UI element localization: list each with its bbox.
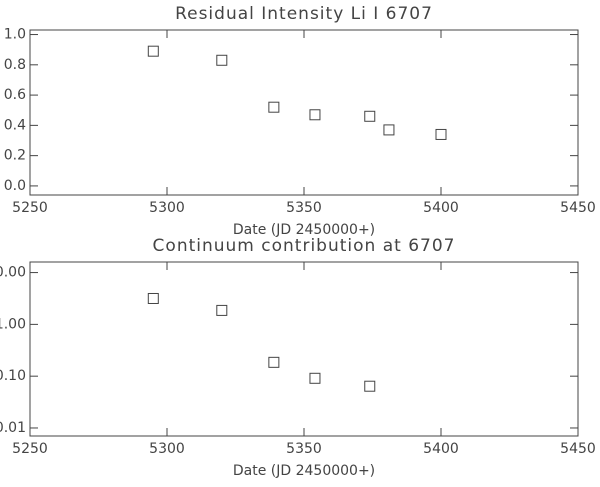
data-point <box>147 45 159 57</box>
y-tick-label: 0.01 <box>0 420 26 436</box>
y-tick-label: 0.6 <box>4 87 26 103</box>
y-tick-label: 10.00 <box>0 265 26 281</box>
x-tick-label: 5250 <box>12 441 48 457</box>
y-tick-label: 0.8 <box>4 57 26 73</box>
data-point <box>268 356 280 368</box>
data-point <box>383 124 395 136</box>
y-tick-label: 1.0 <box>4 27 26 43</box>
x-tick-label: 5300 <box>149 441 185 457</box>
x-tick-label: 5400 <box>423 200 459 216</box>
chart-title: Residual Intensity Li I 6707 <box>175 4 433 24</box>
x-tick-label: 5400 <box>423 441 459 457</box>
x-axis-label: Date (JD 2450000+) <box>233 463 375 479</box>
y-tick-label: 1.00 <box>0 316 26 332</box>
x-tick-label: 5250 <box>12 200 48 216</box>
plot-frame <box>29 29 579 196</box>
x-tick-label: 5300 <box>149 200 185 216</box>
x-tick-label: 5450 <box>560 441 596 457</box>
data-point <box>309 109 321 121</box>
y-tick-label: 0.10 <box>0 368 26 384</box>
data-point <box>268 101 280 113</box>
x-tick-label: 5350 <box>286 200 322 216</box>
chart-title: Continuum contribution at 6707 <box>153 236 456 256</box>
plot-frame <box>29 261 579 437</box>
x-axis-label: Date (JD 2450000+) <box>233 222 375 238</box>
y-tick-label: 0.4 <box>4 117 26 133</box>
data-point <box>147 292 159 304</box>
data-point <box>216 54 228 66</box>
y-tick-label: 0.2 <box>4 148 26 164</box>
x-tick-label: 5450 <box>560 200 596 216</box>
data-point <box>309 372 321 384</box>
data-point <box>435 128 447 140</box>
y-tick-label: 0.0 <box>4 178 26 194</box>
data-point <box>364 110 376 122</box>
data-point <box>216 304 228 316</box>
x-tick-label: 5350 <box>286 441 322 457</box>
data-point <box>364 380 376 392</box>
